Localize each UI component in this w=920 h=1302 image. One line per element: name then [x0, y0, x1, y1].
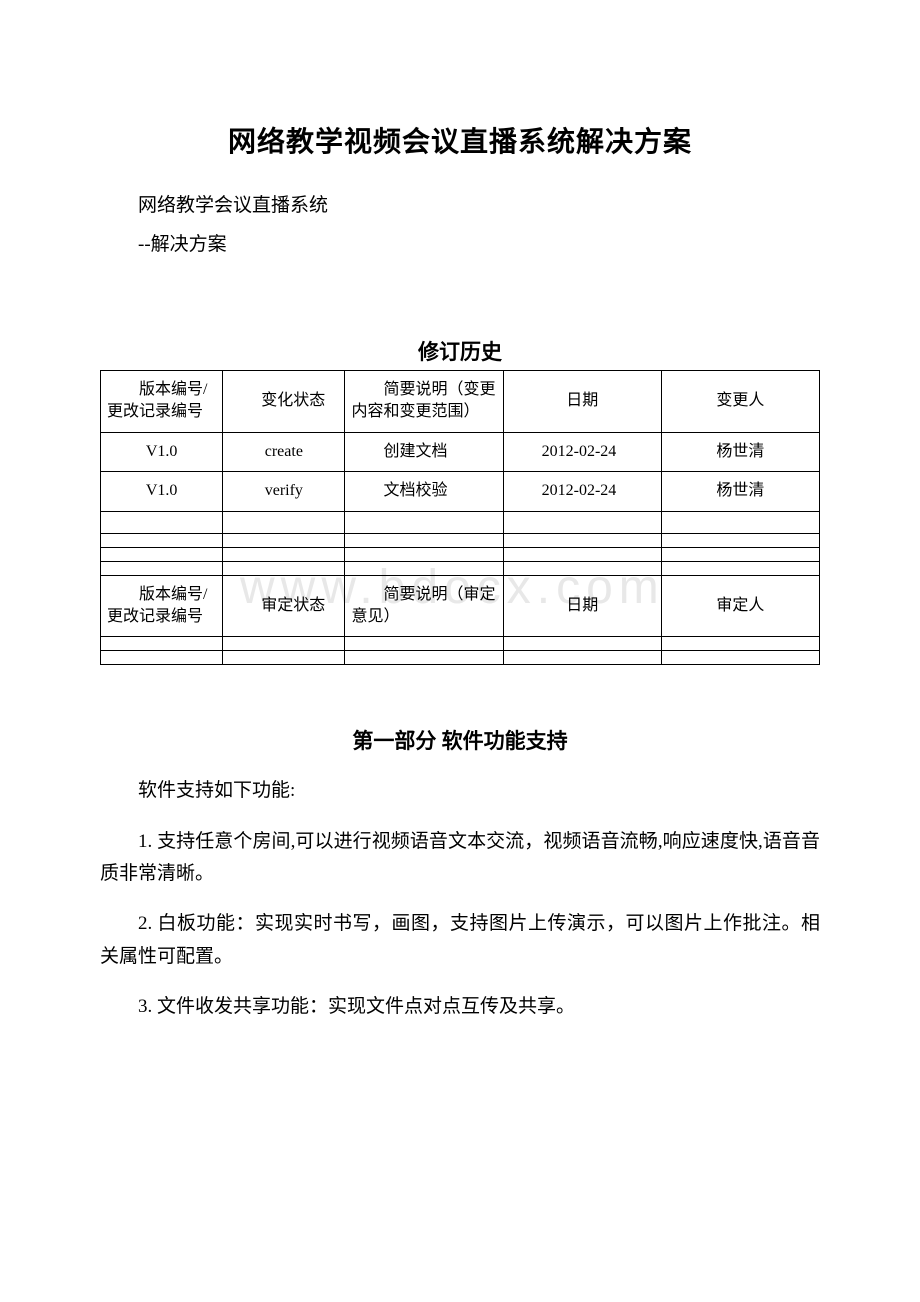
cell-status: verify	[223, 472, 345, 511]
cell-author: 杨世清	[661, 472, 819, 511]
header-date: 日期	[503, 371, 661, 433]
feature-item-3: 3. 文件收发共享功能：实现文件点对点互传及共享。	[100, 991, 820, 1023]
table-row: V1.0 create 创建文档 2012-02-24 杨世清	[101, 432, 820, 471]
cell-version: V1.0	[101, 432, 223, 471]
header2-description: 简要说明（审定意见）	[345, 575, 503, 637]
header-status: 变化状态	[223, 371, 345, 433]
section-1-title: 第一部分 软件功能支持	[100, 725, 820, 755]
feature-item-2: 2. 白板功能：实现实时书写，画图，支持图片上传演示，可以图片上作批注。相关属性…	[100, 908, 820, 973]
header-author: 变更人	[661, 371, 819, 433]
table-empty-row	[101, 547, 820, 561]
header2-author: 审定人	[661, 575, 819, 637]
cell-description: 创建文档	[345, 432, 503, 471]
table-empty-row	[101, 511, 820, 533]
revision-table-title: 修订历史	[100, 336, 820, 366]
main-title: 网络教学视频会议直播系统解决方案	[100, 120, 820, 160]
table-empty-row	[101, 561, 820, 575]
header2-version: 版本编号/更改记录编号	[101, 575, 223, 637]
header2-date: 日期	[503, 575, 661, 637]
cell-status: create	[223, 432, 345, 471]
table-header-row-1: 版本编号/更改记录编号 变化状态 简要说明（变更内容和变更范围） 日期 变更人	[101, 371, 820, 433]
table-empty-row	[101, 651, 820, 665]
cell-version: V1.0	[101, 472, 223, 511]
subtitle-line-2: --解决方案	[100, 229, 820, 256]
table-header-row-2: 版本编号/更改记录编号 审定状态 简要说明（审定意见） 日期 审定人	[101, 575, 820, 637]
cell-date: 2012-02-24	[503, 472, 661, 511]
document-page: 网络教学视频会议直播系统解决方案 网络教学会议直播系统 --解决方案 修订历史 …	[100, 120, 820, 1023]
header-description: 简要说明（变更内容和变更范围）	[345, 371, 503, 433]
feature-item-1: 1. 支持任意个房间,可以进行视频语音文本交流，视频语音流畅,响应速度快,语音音…	[100, 826, 820, 891]
table-container: www.bdocx.com 版本编号/更改记录编号 变化状态 简要说明（变更内容…	[100, 370, 820, 665]
revision-history-table: 版本编号/更改记录编号 变化状态 简要说明（变更内容和变更范围） 日期 变更人 …	[100, 370, 820, 665]
table-empty-row	[101, 637, 820, 651]
header-version: 版本编号/更改记录编号	[101, 371, 223, 433]
cell-description: 文档校验	[345, 472, 503, 511]
table-row: V1.0 verify 文档校验 2012-02-24 杨世清	[101, 472, 820, 511]
cell-date: 2012-02-24	[503, 432, 661, 471]
header2-status: 审定状态	[223, 575, 345, 637]
table-empty-row	[101, 533, 820, 547]
subtitle-line-1: 网络教学会议直播系统	[100, 190, 820, 217]
section-1-intro: 软件支持如下功能:	[100, 775, 820, 807]
cell-author: 杨世清	[661, 432, 819, 471]
